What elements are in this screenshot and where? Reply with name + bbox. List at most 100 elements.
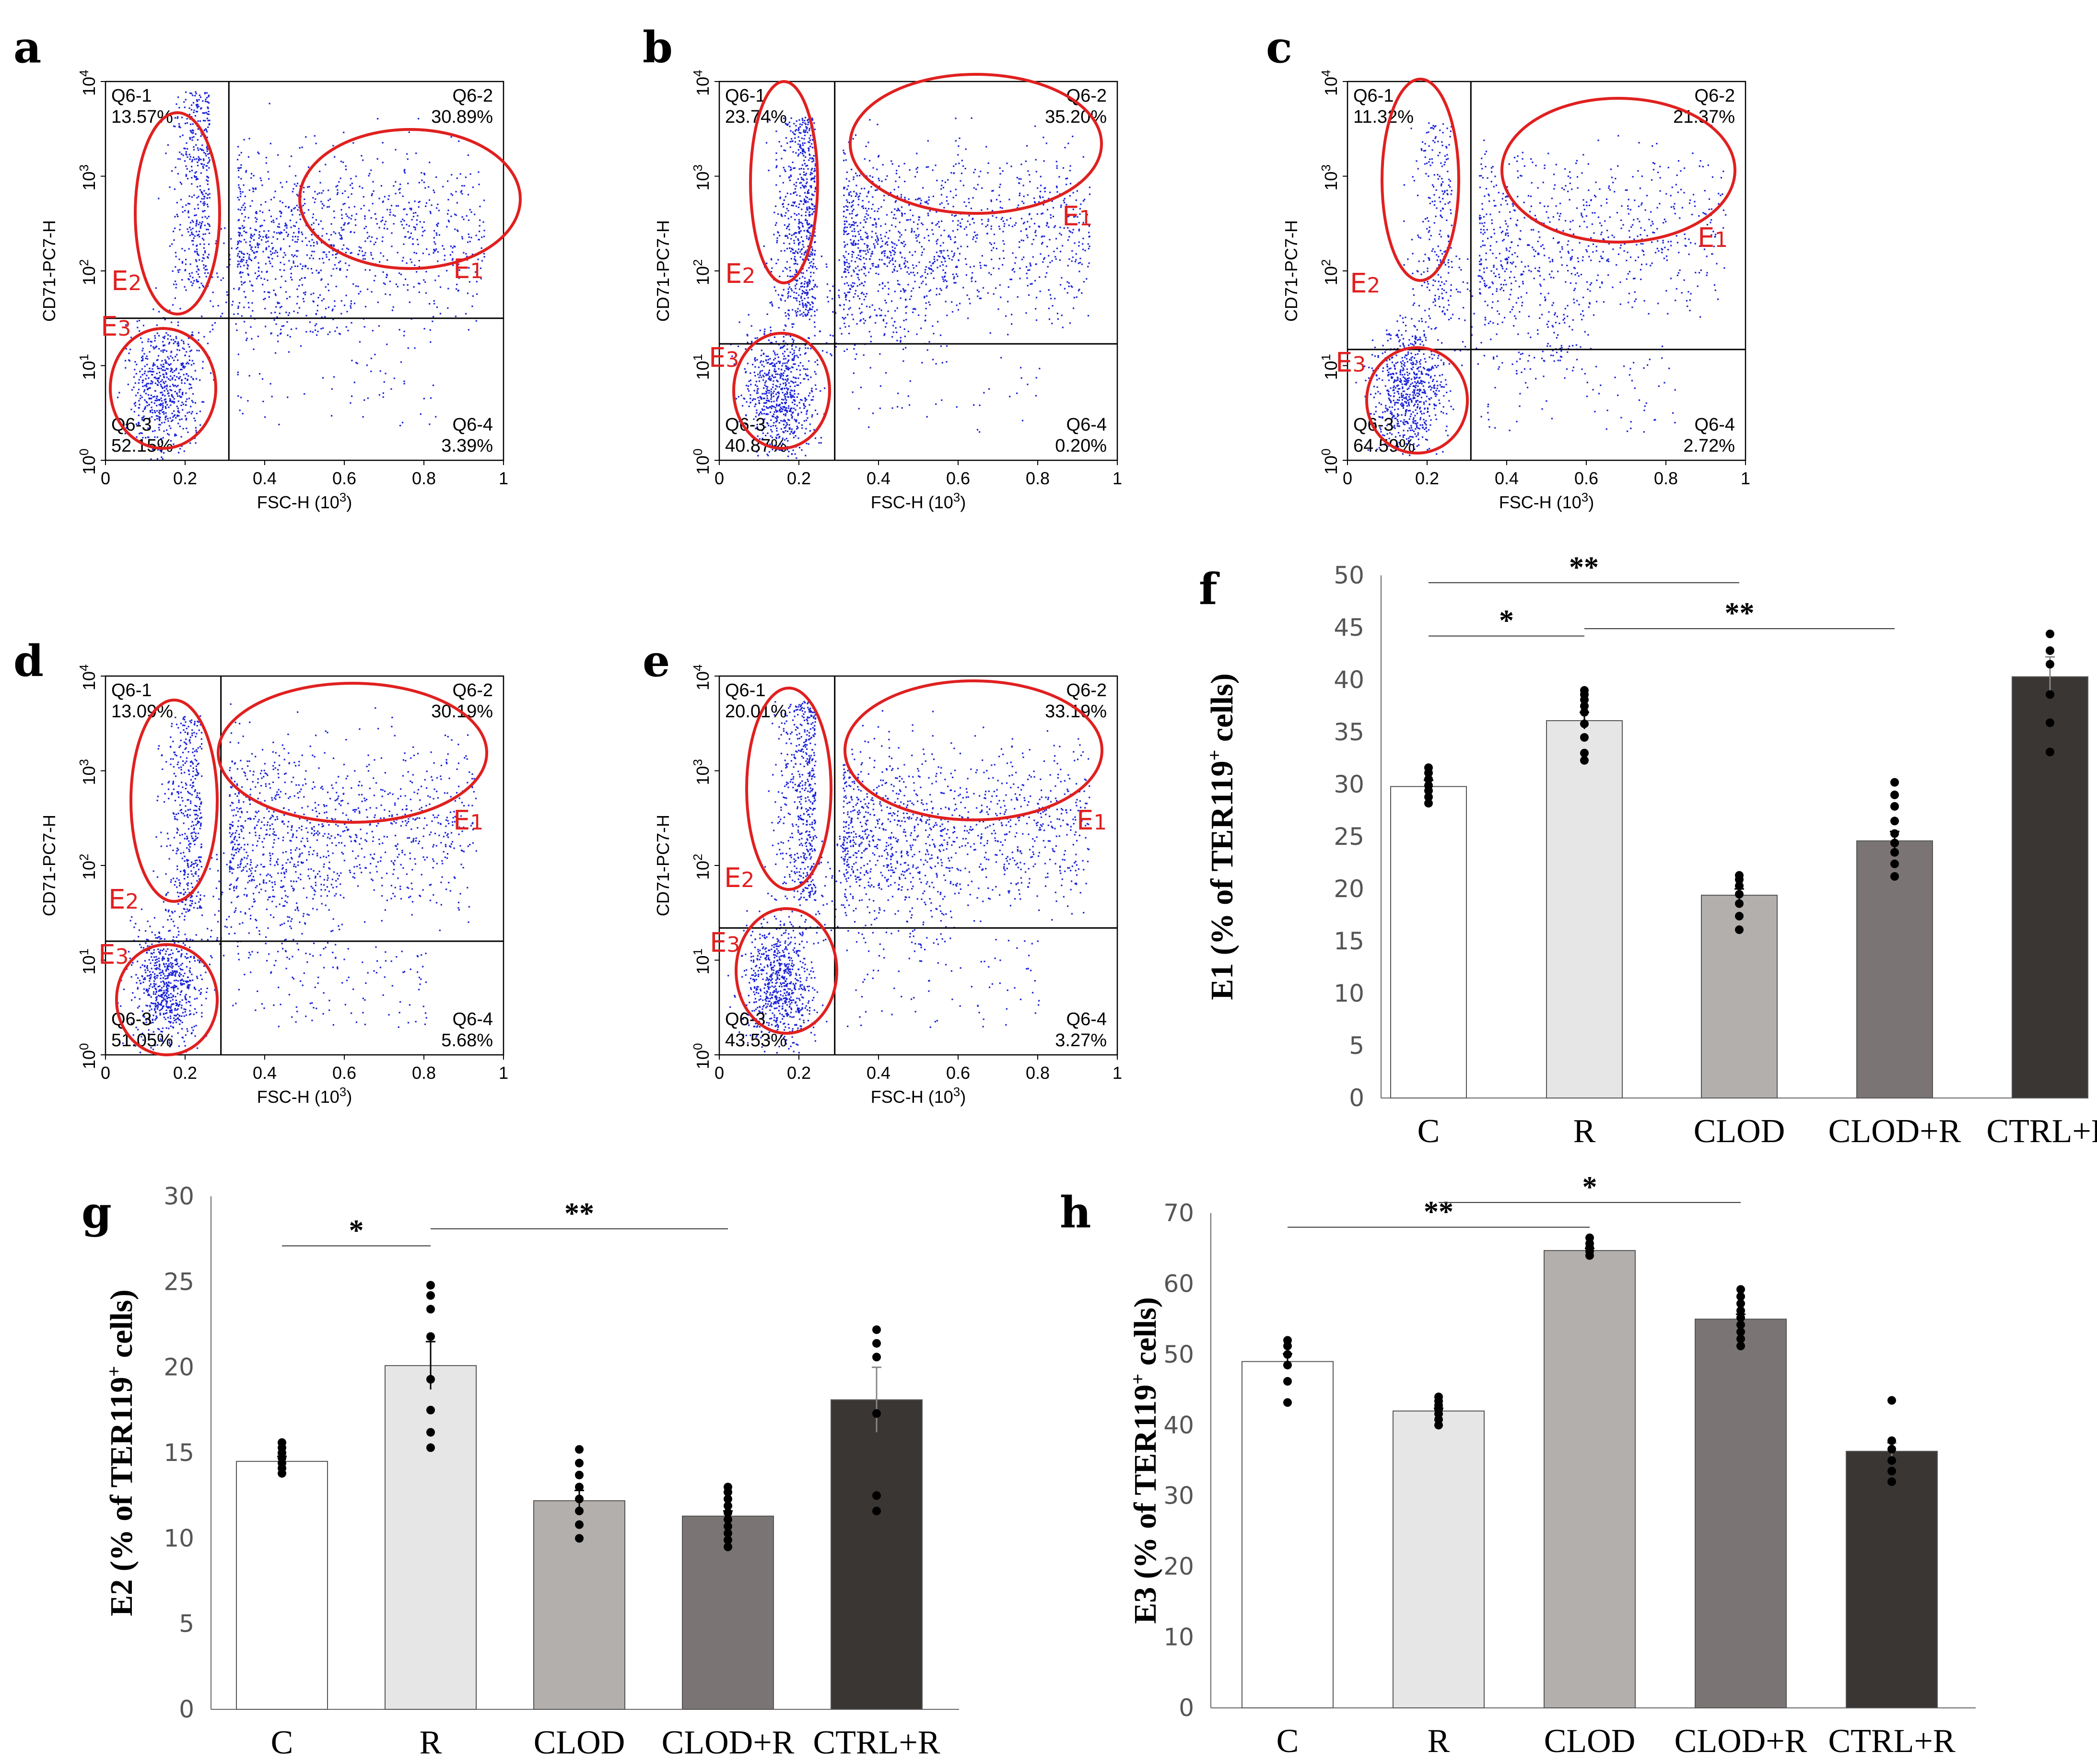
q3-dot — [166, 386, 168, 387]
q1-dot — [796, 292, 797, 294]
q2-dot — [442, 245, 444, 247]
q3-dot — [180, 396, 182, 398]
q1-dot — [1443, 306, 1445, 308]
transition-dot — [210, 300, 211, 302]
q2-dot — [1088, 262, 1090, 264]
q2-dot — [907, 219, 909, 221]
q2-dot — [998, 194, 1000, 196]
q2-dot — [896, 210, 898, 211]
q2-dot — [862, 266, 865, 268]
q2-dot — [395, 283, 397, 285]
q3-dot — [154, 335, 156, 337]
transition-dot — [261, 271, 263, 273]
q2-dot — [1040, 190, 1042, 192]
q1-dot — [203, 201, 205, 203]
q1-dot — [206, 148, 208, 150]
q3-dot — [810, 399, 812, 401]
q3-dot — [150, 383, 152, 385]
q2-dot — [843, 210, 844, 212]
q2-dot — [952, 256, 954, 257]
q3-dot — [182, 428, 184, 430]
q2-dot — [449, 254, 451, 256]
q1-dot — [196, 281, 198, 283]
q4-dot — [909, 380, 911, 382]
y-axis-label: CD71-PC7-H — [653, 220, 673, 322]
q2-dot — [902, 242, 903, 245]
transition-dot — [912, 311, 914, 313]
q3-dot — [773, 365, 774, 367]
q2-dot — [855, 243, 856, 245]
q3-dot — [176, 368, 177, 370]
transition-dot — [239, 232, 241, 234]
q3-dot — [164, 362, 166, 364]
q3-dot — [780, 420, 782, 421]
q2-dot — [243, 291, 245, 292]
q2-dot — [369, 173, 371, 175]
q1-dot — [207, 256, 209, 258]
q3-dot — [781, 388, 783, 391]
q4-dot — [261, 378, 264, 380]
q1-dot — [1426, 132, 1428, 134]
q1-dot — [208, 243, 210, 245]
q4-dot — [390, 388, 392, 390]
q3-dot — [196, 412, 198, 414]
q3-dot — [142, 325, 144, 327]
q3-dot — [779, 374, 781, 376]
q3-dot — [761, 393, 763, 395]
q3-dot — [756, 409, 758, 411]
q2-dot — [996, 199, 998, 200]
q1-dot — [806, 197, 808, 199]
q3-dot — [168, 425, 170, 427]
q2-dot — [280, 231, 282, 233]
q3-dot — [789, 351, 791, 353]
q1-dot — [805, 303, 807, 305]
q3-dot — [186, 374, 187, 375]
q2-dot — [932, 196, 934, 198]
transition-dot — [293, 310, 295, 312]
q2-dot — [926, 229, 928, 231]
q1-dot — [1439, 234, 1441, 235]
q2-dot — [238, 184, 240, 186]
q2-dot — [1043, 137, 1044, 139]
q1-dot — [811, 254, 813, 256]
q2-dot — [478, 184, 480, 186]
q3-dot — [157, 367, 159, 370]
q2-dot — [244, 226, 246, 228]
q1-dot — [796, 315, 797, 317]
q2-dot — [311, 224, 313, 226]
q2-dot — [1029, 226, 1031, 228]
q2-dot — [281, 202, 283, 204]
q4-dot — [370, 371, 372, 373]
q3-dot — [792, 341, 794, 343]
transition-dot — [264, 298, 266, 300]
q3-dot — [145, 378, 147, 380]
q2-dot — [843, 150, 844, 152]
q2-dot — [359, 186, 361, 187]
q3-dot — [789, 433, 791, 435]
q1-dot — [797, 149, 799, 151]
q3-dot — [150, 394, 152, 397]
q3-dot — [163, 411, 164, 413]
q2-dot — [1020, 230, 1022, 232]
q2-dot — [436, 306, 438, 308]
q2-dot — [994, 242, 996, 244]
q1-dot — [202, 165, 204, 167]
transition-dot — [914, 251, 916, 253]
q2-dot — [304, 277, 306, 279]
q2-dot — [408, 201, 410, 204]
q2-dot — [468, 236, 470, 238]
q3-dot — [790, 410, 792, 412]
q2-dot — [311, 234, 313, 236]
q2-dot — [950, 172, 952, 174]
q1-dot — [200, 159, 202, 161]
q3-dot — [759, 374, 761, 376]
q1-dot — [783, 242, 785, 244]
q3-dot — [820, 390, 821, 392]
q3-dot — [797, 437, 799, 439]
q2-dot — [288, 312, 290, 314]
q2-dot — [1075, 199, 1077, 201]
transition-dot — [838, 289, 840, 291]
q1-dot — [813, 122, 815, 124]
q1-dot — [209, 197, 211, 199]
q2-dot — [411, 219, 413, 221]
